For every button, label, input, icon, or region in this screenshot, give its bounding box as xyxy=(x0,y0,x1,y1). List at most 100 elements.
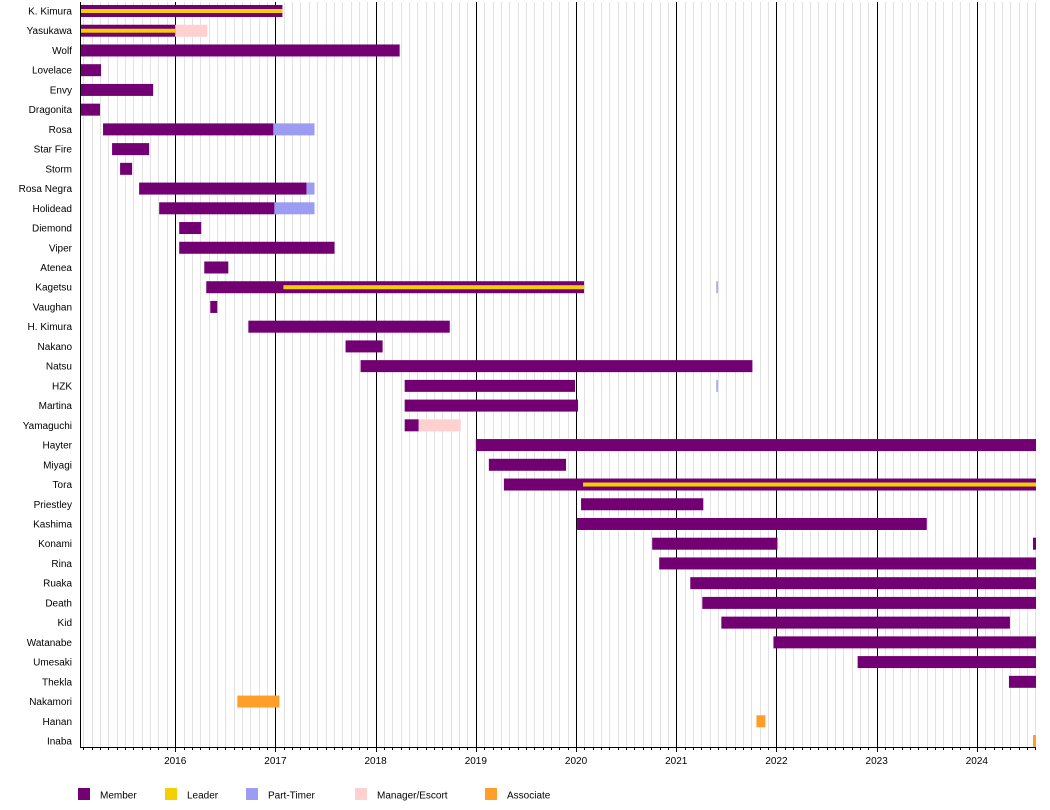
parttimer-mark xyxy=(716,379,718,392)
legend-swatch-parttimer xyxy=(246,788,258,800)
x-tick-label: 2024 xyxy=(966,756,989,767)
leader-bar xyxy=(80,28,176,33)
member-bar xyxy=(179,241,335,254)
member-bar xyxy=(210,300,218,313)
member-bar xyxy=(690,577,1036,590)
legend-swatch-manager xyxy=(355,788,367,800)
member-bar xyxy=(345,340,383,353)
member-bar xyxy=(112,143,150,156)
row-label: Martina xyxy=(39,401,73,412)
row-label: Kagetsu xyxy=(35,283,72,294)
row-label: Atenea xyxy=(40,263,72,274)
bars xyxy=(80,5,1036,748)
row-label: Nakano xyxy=(38,342,73,353)
row-label: Envy xyxy=(50,85,72,96)
member-bar xyxy=(80,103,101,116)
member-bar xyxy=(139,182,307,195)
member-bar xyxy=(120,162,133,175)
row-label: Natsu xyxy=(46,362,72,373)
member-bar xyxy=(659,557,1036,570)
leader-bar xyxy=(80,9,283,13)
x-tick-label: 2021 xyxy=(665,756,688,767)
legend-label-parttimer: Part-Timer xyxy=(268,791,316,802)
row-label: Inaba xyxy=(47,737,72,748)
x-tick-label: 2019 xyxy=(465,756,488,767)
member-bar xyxy=(80,64,102,77)
member-bar xyxy=(652,537,778,550)
x-tick-label: 2020 xyxy=(565,756,588,767)
x-tick-label: 2023 xyxy=(866,756,889,767)
member-bar xyxy=(702,596,1036,609)
member-bar xyxy=(159,202,275,215)
row-label: Diemond xyxy=(32,224,72,235)
row-label: Rina xyxy=(51,559,72,570)
x-tick-label: 2016 xyxy=(164,756,187,767)
member-bar xyxy=(1008,675,1036,688)
row-label: Konami xyxy=(38,539,72,550)
member-bar xyxy=(360,360,753,373)
row-label: H. Kimura xyxy=(28,322,73,333)
parttimer-bar xyxy=(273,123,315,136)
parttimer-bar xyxy=(274,202,315,215)
legend: Member Leader Part-Timer Manager/Escort Asso… xyxy=(78,788,551,802)
member-bar xyxy=(581,498,704,511)
legend-label-associate: Associate xyxy=(507,791,551,802)
row-label: Dragonita xyxy=(29,105,73,116)
member-bar xyxy=(248,320,450,333)
row-labels: K. Kimura Yasukawa Wolf Lovelace Envy Dragoni… xyxy=(19,7,73,748)
row-label: Kashima xyxy=(33,519,72,530)
member-bar xyxy=(721,616,1010,629)
row-label: HZK xyxy=(52,381,72,392)
legend-label-member: Member xyxy=(100,791,137,802)
legend-swatch-member xyxy=(78,788,90,800)
member-bar xyxy=(488,458,567,471)
row-label: Holidead xyxy=(33,204,72,215)
row-label: Priestley xyxy=(34,500,72,511)
row-label: Storm xyxy=(45,164,72,175)
member-bar xyxy=(1032,537,1036,550)
legend-swatch-associate xyxy=(485,788,497,800)
row-label: Hanan xyxy=(43,717,72,728)
associate-bar xyxy=(237,695,280,708)
legend-label-leader: Leader xyxy=(187,791,219,802)
row-label: Viper xyxy=(49,243,73,254)
row-label: Watanabe xyxy=(27,638,73,649)
member-bar xyxy=(204,261,229,274)
row-label: K. Kimura xyxy=(28,7,72,18)
row-label: Death xyxy=(45,598,72,609)
associate-bar xyxy=(756,715,766,728)
row-label: Umesaki xyxy=(33,658,72,669)
member-bar xyxy=(404,419,419,432)
member-bar xyxy=(577,517,927,530)
row-label: Kid xyxy=(58,618,72,629)
row-label: Star Fire xyxy=(34,145,73,156)
row-label: Yamaguchi xyxy=(23,421,72,432)
member-bar xyxy=(475,439,1036,452)
row-label: Wolf xyxy=(52,46,72,57)
row-label: Rosa xyxy=(49,125,73,136)
row-label: Ruaka xyxy=(43,579,72,590)
member-bar xyxy=(179,222,202,235)
member-bar xyxy=(103,123,274,136)
row-label: Vaughan xyxy=(33,302,72,313)
associate-bar xyxy=(1032,735,1036,748)
row-label: Thekla xyxy=(42,677,72,688)
row-label: Yasukawa xyxy=(27,26,73,37)
manager-bar xyxy=(418,419,461,432)
leader-bar xyxy=(283,285,585,290)
row-label: Tora xyxy=(53,480,73,491)
parttimer-bar xyxy=(306,182,315,195)
member-bar xyxy=(80,44,400,57)
parttimer-mark xyxy=(716,281,718,294)
x-tick-label: 2017 xyxy=(264,756,287,767)
row-label: Lovelace xyxy=(32,66,72,77)
leader-bar xyxy=(583,482,1036,487)
x-axis: 2016 2017 2018 2019 2020 2021 2022 2023 2024 xyxy=(80,2,1036,767)
row-label: Hayter xyxy=(43,441,73,452)
row-label: Miyagi xyxy=(43,460,72,471)
grid xyxy=(83,2,1036,747)
member-bar xyxy=(773,636,1036,649)
manager-bar xyxy=(175,24,208,37)
row-label: Rosa Negra xyxy=(19,184,73,195)
x-tick-label: 2022 xyxy=(765,756,788,767)
